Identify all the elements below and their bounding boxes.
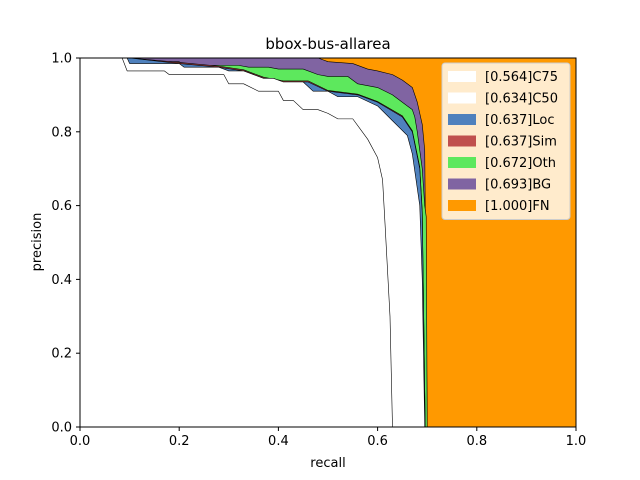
x-tick-label: 0.0 [70,434,91,449]
x-tick-label: 1.0 [566,434,587,449]
plot-area [80,58,576,427]
legend-label-oth: [0.672]Oth [485,156,556,171]
legend-swatch-sim [448,135,476,147]
legend-swatch-oth [448,157,476,168]
x-tick-label: 0.6 [367,434,388,449]
chart-title: bbox-bus-allarea [265,35,390,53]
legend: [0.564]C75 [0.634]C50 [0.637]Loc [0.637]Sim… [441,62,571,220]
legend-swatch-bg [448,178,476,190]
plot-frame [79,57,577,428]
x-tick-label: 0.8 [466,434,487,449]
y-tick-label: 0.2 [51,347,72,362]
legend-label-c50: [0.634]C50 [485,92,558,107]
legend-label-c75: [0.564]C75 [485,70,558,85]
legend-label-loc: [0.637]Loc [485,113,554,128]
x-tick-label: 0.2 [169,434,190,449]
area-c75 [80,58,393,427]
legend-swatch-c75 [448,71,476,82]
x-tick-label: 0.4 [268,434,289,449]
y-axis-label: precision [30,213,45,272]
y-tick-label: 0.6 [51,199,72,214]
legend-label-bg: [0.693]BG [485,178,551,193]
axes: 0.0 0.2 0.4 0.6 0.8 1.0 0.0 0.2 0.4 0.6 0.8 1.0 [51,52,586,450]
y-tick-label: 1.0 [51,52,72,67]
legend-swatch-c50 [448,92,476,104]
legend-label-fn: [1.000]FN [485,199,550,214]
y-tick-label: 0.8 [51,125,72,140]
y-tick-label: 0.4 [51,273,72,288]
legend-swatch-loc [448,114,476,125]
legend-swatch-fn [448,200,476,211]
y-tick-label: 0.0 [51,421,72,436]
legend-label-sim: [0.637]Sim [485,135,557,150]
x-axis-label: recall [310,456,345,471]
